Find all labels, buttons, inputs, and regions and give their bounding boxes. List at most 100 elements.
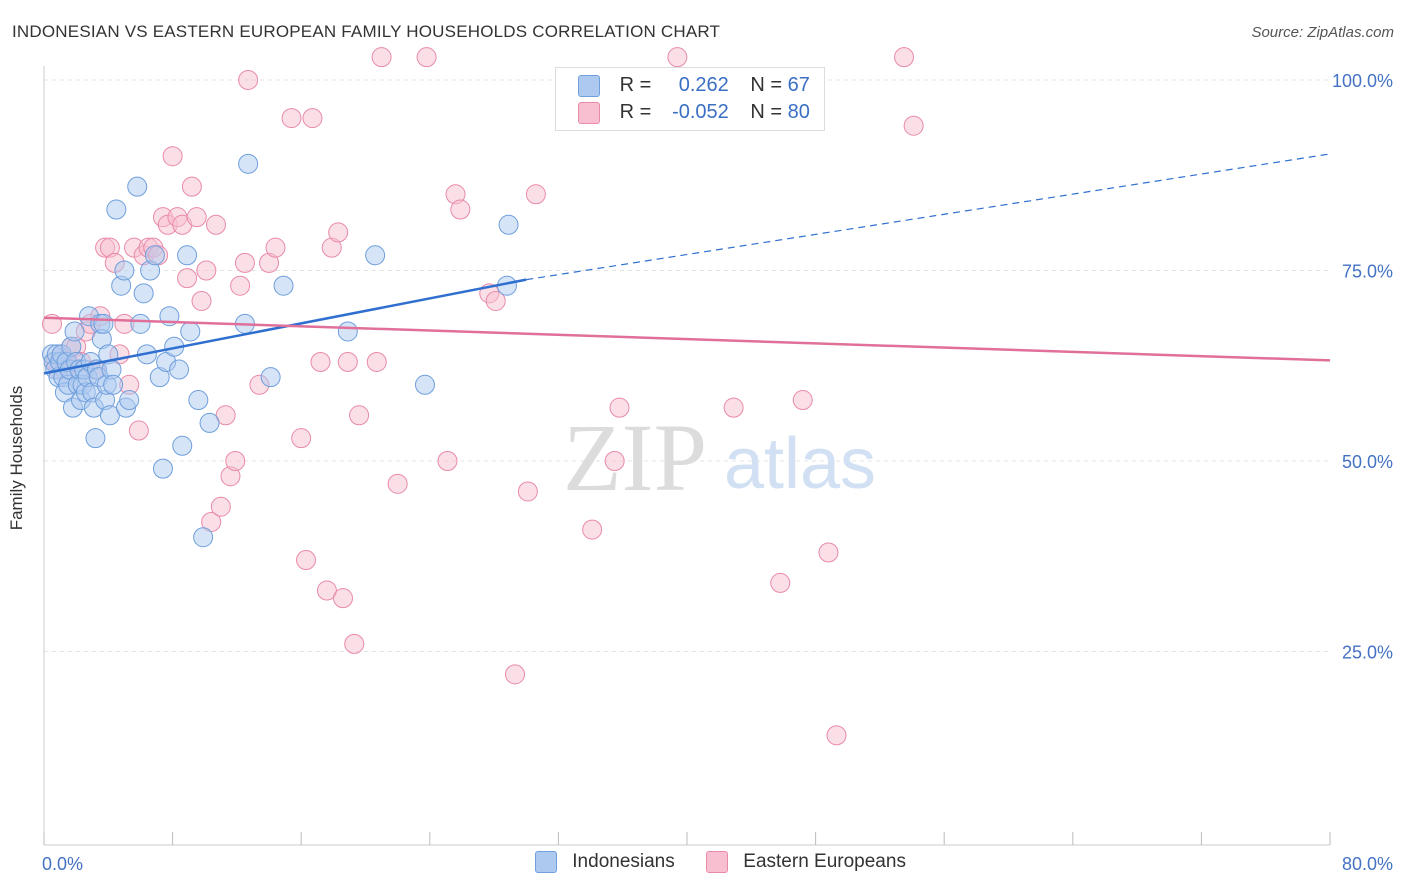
y-tick-label: 75.0% xyxy=(1342,262,1393,282)
eastern-europeans-trend-line xyxy=(43,316,1331,362)
y-tick-label: 100.0% xyxy=(1332,71,1393,91)
data-point xyxy=(180,321,201,342)
data-point xyxy=(64,321,85,342)
data-point xyxy=(414,374,435,395)
data-point xyxy=(181,176,202,197)
y-tick-labels: 25.0% 50.0% 75.0% 100.0% xyxy=(1332,71,1393,663)
y-tick-label: 25.0% xyxy=(1342,643,1393,663)
legend-row-eastern-europeans: R = -0.052 N = 80 xyxy=(578,101,810,127)
correlation-legend: R = 0.262 N = 67 R = -0.052 N = 80 xyxy=(555,67,825,131)
data-point xyxy=(162,146,183,167)
data-point xyxy=(344,633,365,654)
data-point xyxy=(234,252,255,273)
bottom-legend-indonesians: Indonesians xyxy=(535,851,675,873)
blue-swatch xyxy=(535,851,557,873)
data-point xyxy=(191,290,212,311)
data-point xyxy=(225,451,246,471)
data-point xyxy=(114,260,135,281)
pink-swatch xyxy=(578,101,600,124)
data-point xyxy=(199,412,220,433)
data-point xyxy=(152,458,173,479)
series-eastern-europeans xyxy=(42,47,924,746)
data-point xyxy=(316,580,337,601)
data-point xyxy=(450,199,471,220)
legend-n-value: 80 xyxy=(787,101,810,123)
data-point xyxy=(667,47,688,68)
data-point xyxy=(437,451,458,471)
data-point xyxy=(230,275,251,296)
legend-row-indonesians: R = 0.262 N = 67 xyxy=(578,74,810,100)
chart-title: INDONESIAN VS EASTERN EUROPEAN FAMILY HO… xyxy=(12,22,721,41)
source-label: Source: ZipAtlas.com xyxy=(1251,24,1394,41)
data-point xyxy=(119,390,140,411)
data-point xyxy=(604,451,625,471)
legend-r-label: R = xyxy=(619,101,652,123)
x-tick-label-max: 80.0% xyxy=(1342,854,1393,874)
data-point xyxy=(485,290,506,311)
blue-swatch xyxy=(578,74,600,97)
data-point xyxy=(525,184,546,205)
data-point xyxy=(133,283,154,304)
legend-n-label: N = xyxy=(750,74,783,96)
data-point xyxy=(894,47,915,68)
legend-n-value: 67 xyxy=(787,74,810,96)
data-point xyxy=(903,115,924,136)
y-axis-label: Family Households xyxy=(7,385,26,531)
data-point xyxy=(177,245,198,266)
data-point xyxy=(85,428,106,449)
bottom-legend-label: Indonesians xyxy=(572,851,675,873)
axes xyxy=(43,66,1331,846)
data-point xyxy=(337,351,358,372)
data-point xyxy=(291,428,312,449)
data-point xyxy=(337,321,358,342)
data-point xyxy=(93,313,114,334)
data-point xyxy=(206,214,227,235)
data-point xyxy=(281,108,302,129)
data-point xyxy=(273,275,294,296)
data-point xyxy=(103,374,124,395)
data-point xyxy=(215,405,236,426)
bottom-legend-label: Eastern Europeans xyxy=(743,851,906,873)
data-point xyxy=(332,588,353,609)
data-point xyxy=(416,47,437,68)
data-point xyxy=(172,435,193,456)
data-point xyxy=(387,473,408,494)
data-point xyxy=(582,519,603,540)
data-point xyxy=(130,313,151,334)
data-point xyxy=(365,245,386,266)
data-point xyxy=(238,70,259,90)
data-point xyxy=(127,176,148,197)
data-point xyxy=(128,420,149,441)
data-point xyxy=(169,359,190,380)
data-point xyxy=(188,390,209,411)
legend-r-value: 0.262 xyxy=(678,74,729,96)
data-point xyxy=(238,153,259,174)
y-tick-label: 50.0% xyxy=(1342,452,1393,472)
data-point xyxy=(498,214,519,235)
data-point xyxy=(310,351,331,372)
data-point xyxy=(302,108,323,129)
data-point xyxy=(210,496,231,517)
legend-r-label: R = xyxy=(619,74,652,96)
pink-swatch xyxy=(706,851,728,873)
legend-r-value: -0.052 xyxy=(672,101,729,123)
data-point xyxy=(106,199,127,220)
data-point xyxy=(349,405,370,426)
data-point xyxy=(328,222,349,243)
grid-lines xyxy=(44,79,1330,652)
data-point xyxy=(366,351,387,372)
watermark-zip: ZIP xyxy=(563,404,707,511)
data-point xyxy=(260,367,281,388)
watermark: ZIP atlas xyxy=(563,404,876,511)
data-point xyxy=(144,245,165,266)
data-point xyxy=(826,725,847,746)
data-point xyxy=(186,207,207,228)
data-point xyxy=(371,47,392,68)
data-point xyxy=(99,405,120,426)
data-point xyxy=(177,268,198,289)
data-point xyxy=(770,572,791,593)
data-point xyxy=(296,550,317,571)
data-point xyxy=(792,390,813,411)
series-indonesians xyxy=(42,153,519,548)
